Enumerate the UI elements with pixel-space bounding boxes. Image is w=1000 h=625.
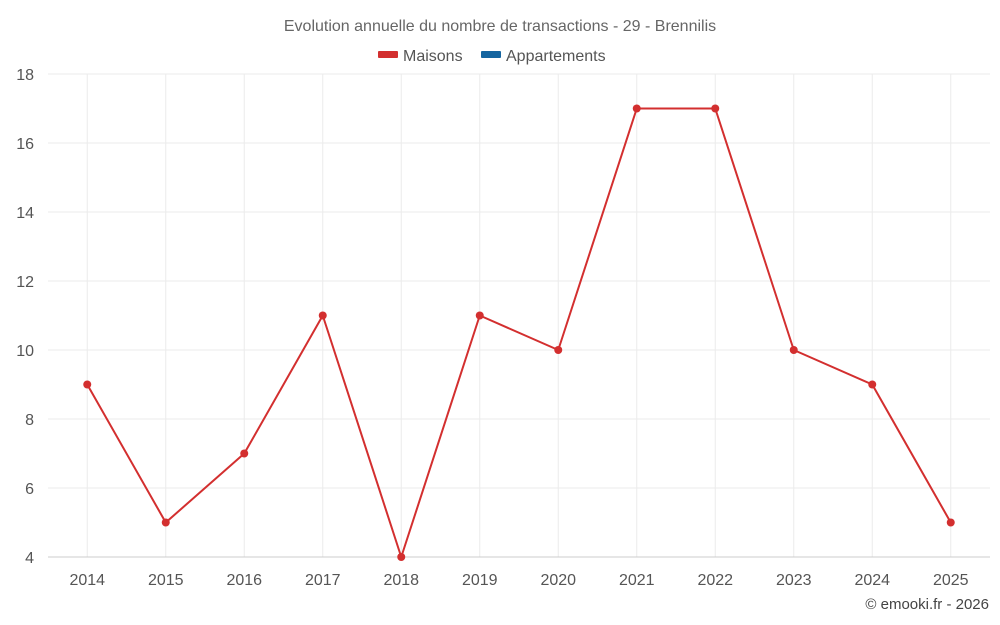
legend-swatch-appartements <box>481 51 501 58</box>
grid <box>48 73 990 557</box>
y-tick-label: 12 <box>16 274 34 291</box>
series-line-maisons <box>86 107 952 558</box>
x-tick-label: 2014 <box>69 572 105 589</box>
y-tick-label: 10 <box>16 343 34 360</box>
data-point-2021[interactable] <box>632 104 641 113</box>
y-tick-label: 8 <box>25 412 34 429</box>
chart-title: Evolution annuelle du nombre de transact… <box>284 18 716 35</box>
data-point-2015[interactable] <box>161 518 170 527</box>
legend-swatch-maisons <box>378 51 398 58</box>
y-tick-label: 18 <box>16 67 34 84</box>
x-tick-label: 2024 <box>854 572 890 589</box>
data-point-2014[interactable] <box>83 380 92 389</box>
legend-item-maisons[interactable]: Maisons <box>378 48 463 65</box>
y-tick-label: 4 <box>25 550 34 567</box>
data-point-2023[interactable] <box>789 346 798 354</box>
data-point-2017[interactable] <box>318 311 327 320</box>
y-tick-label: 14 <box>16 205 34 222</box>
x-tick-label: 2017 <box>305 572 341 589</box>
x-tick-label: 2022 <box>697 572 733 589</box>
x-tick-label: 2019 <box>462 572 498 589</box>
series-maisons <box>83 104 955 561</box>
y-tick-label: 16 <box>16 136 34 153</box>
data-point-2025[interactable] <box>946 518 955 527</box>
legend-label-maisons: Maisons <box>403 48 463 65</box>
legend-label-appartements: Appartements <box>506 48 606 65</box>
credit-text: © emooki.fr - 2026 <box>865 596 989 613</box>
x-tick-label: 2016 <box>226 572 262 589</box>
x-tick-label: 2015 <box>148 572 184 589</box>
x-tick-label: 2020 <box>540 572 576 589</box>
data-point-2020[interactable] <box>554 346 563 354</box>
x-tick-label: 2018 <box>383 572 419 589</box>
axes: 4 6 8 10 12 14 16 18 2014 2015 2016 2017 2018 2019 202… <box>16 67 990 589</box>
data-point-2024[interactable] <box>868 380 877 389</box>
data-point-2018[interactable] <box>397 553 406 561</box>
x-tick-label: 2025 <box>933 572 969 589</box>
legend: Maisons Appartements <box>378 48 606 65</box>
data-point-2019[interactable] <box>475 311 484 320</box>
x-tick-label: 2021 <box>619 572 655 589</box>
legend-item-appartements[interactable]: Appartements <box>481 48 606 65</box>
data-point-2022[interactable] <box>711 104 720 113</box>
data-point-2016[interactable] <box>240 449 249 458</box>
y-tick-label: 6 <box>25 481 34 498</box>
x-tick-label: 2023 <box>776 572 812 589</box>
